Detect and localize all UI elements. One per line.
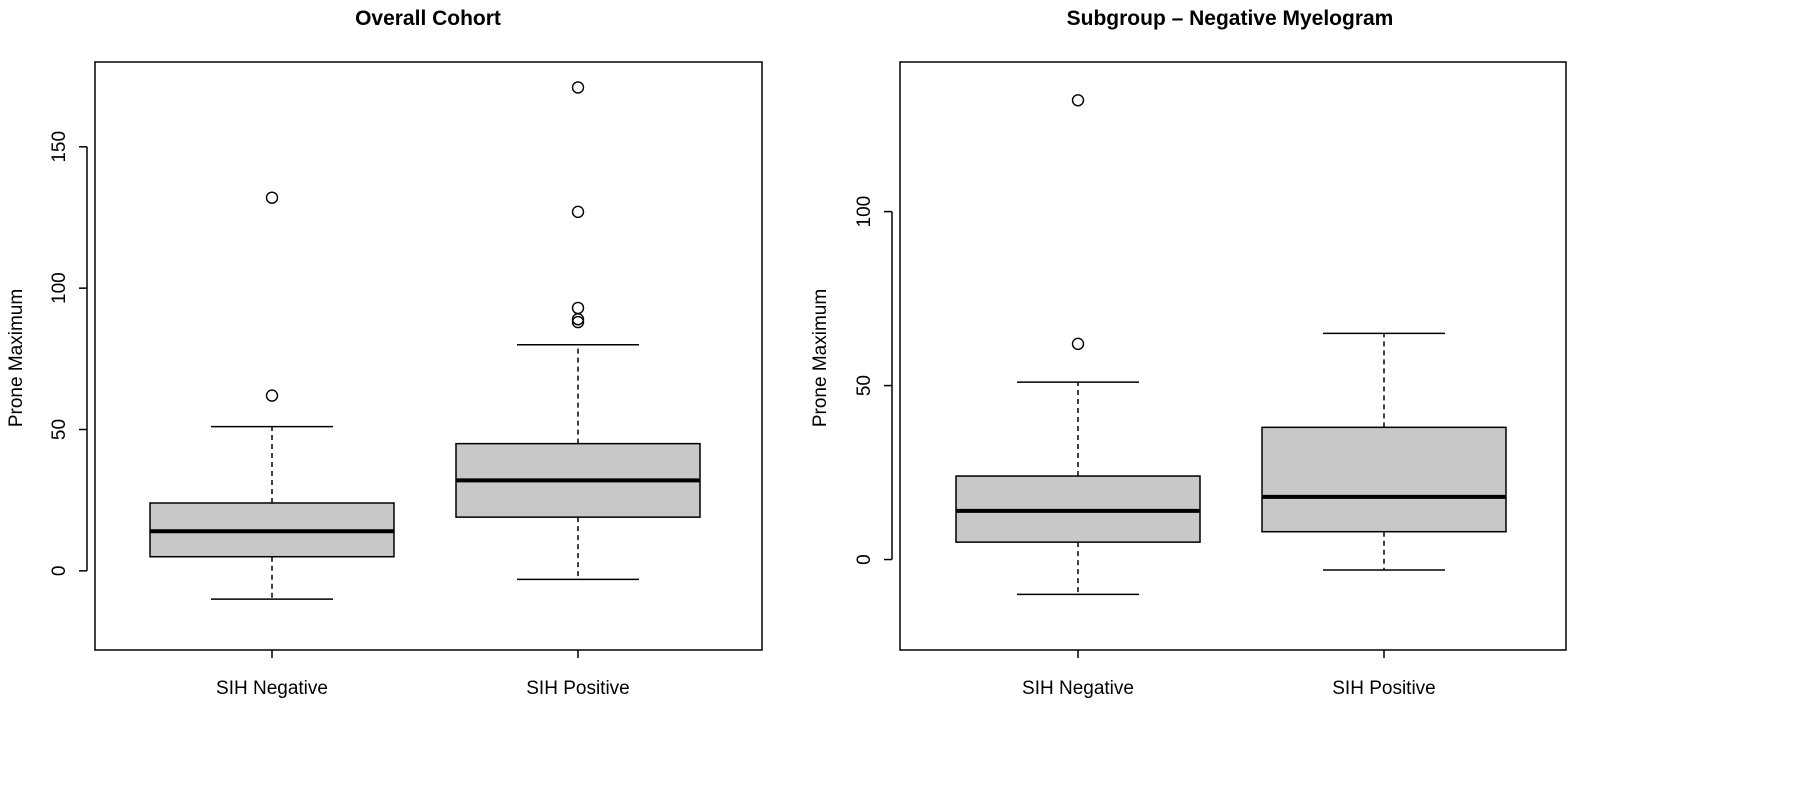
iqr-box xyxy=(1261,426,1507,533)
x-axis: SIH Negative SIH Positive xyxy=(216,650,630,699)
box-sih-positive xyxy=(1261,332,1507,571)
y-tick-label: 150 xyxy=(49,131,70,163)
box-marks xyxy=(149,81,701,600)
plot-frame xyxy=(94,61,763,651)
y-tick-label: 50 xyxy=(49,419,70,440)
outlier-point xyxy=(1071,94,1085,107)
y-tick-label: 0 xyxy=(854,554,875,565)
x-tick-label: SIH Negative xyxy=(216,678,328,699)
x-tick-label: SIH Negative xyxy=(1022,678,1134,699)
y-tick-label: 100 xyxy=(49,272,70,304)
outlier-point xyxy=(265,389,279,402)
negative-myelogram-panel: Subgroup – Negative Myelogram Prone Maxi… xyxy=(810,7,1567,699)
outlier-point xyxy=(571,313,585,326)
overall-cohort-panel: Overall Cohort Prone Maximum 0 50 100 150 S… xyxy=(6,7,763,699)
box-marks xyxy=(955,94,1507,596)
chart-title: Subgroup – Negative Myelogram xyxy=(1067,7,1394,30)
y-tick-label: 100 xyxy=(854,196,875,228)
outlier-point xyxy=(571,315,585,329)
chart-title: Overall Cohort xyxy=(355,7,501,30)
y-axis-label: Prone Maximum xyxy=(810,289,831,427)
x-tick-label: SIH Positive xyxy=(1332,678,1435,699)
box-sih-negative xyxy=(955,94,1201,596)
outlier-point xyxy=(1071,337,1085,351)
y-tick-label: 0 xyxy=(49,566,70,577)
x-tick-label: SIH Positive xyxy=(526,678,629,699)
outlier-point xyxy=(571,81,585,94)
box-sih-negative xyxy=(149,191,395,600)
box-sih-positive xyxy=(455,81,701,581)
outlier-point xyxy=(265,191,279,204)
y-tick-label: 50 xyxy=(854,375,875,396)
outlier-point xyxy=(571,301,585,315)
y-axis-label: Prone Maximum xyxy=(6,289,27,427)
x-axis: SIH Negative SIH Positive xyxy=(1022,650,1436,699)
plot-frame xyxy=(899,61,1567,651)
y-axis: 0 50 100 150 xyxy=(49,131,88,577)
y-axis: 0 50 100 xyxy=(854,196,893,565)
outlier-point xyxy=(571,205,585,219)
